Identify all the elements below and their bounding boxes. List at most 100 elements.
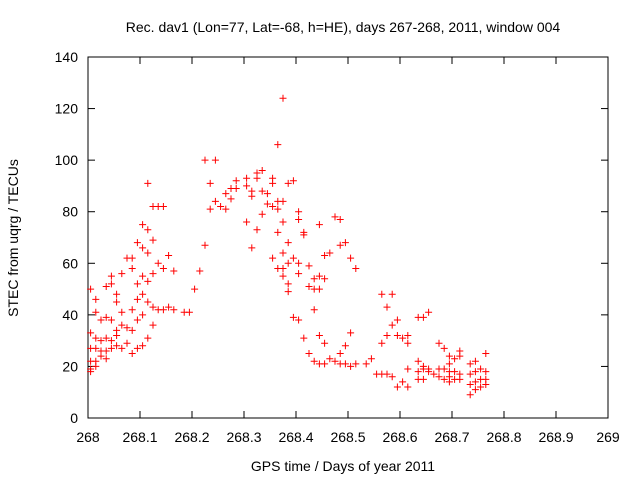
data-point (315, 221, 323, 229)
data-point (123, 339, 131, 347)
data-point (399, 378, 407, 386)
data-point (144, 298, 152, 306)
data-point (383, 303, 391, 311)
data-point (289, 254, 297, 262)
data-point (263, 190, 271, 198)
data-point (139, 290, 147, 298)
data-point (102, 334, 110, 342)
data-point (243, 174, 251, 182)
y-tick-label: 120 (55, 101, 79, 117)
data-point (118, 344, 126, 352)
y-tick-label: 100 (55, 152, 79, 168)
data-point (284, 239, 292, 247)
data-point (456, 375, 464, 383)
data-point (471, 378, 479, 386)
data-point (279, 264, 287, 272)
data-point (341, 342, 349, 350)
x-tick-label: 268.8 (486, 429, 521, 445)
data-point (331, 213, 339, 221)
data-point (295, 259, 303, 267)
data-point (445, 378, 453, 386)
x-tick-label: 268.6 (382, 429, 417, 445)
data-point (471, 386, 479, 394)
data-point (232, 177, 240, 185)
data-point (144, 334, 152, 342)
data-point (97, 352, 105, 360)
data-point (201, 241, 209, 249)
data-point (87, 285, 95, 293)
data-point (336, 215, 344, 223)
data-point (279, 94, 287, 102)
x-tick-label: 268.5 (330, 429, 365, 445)
data-point (414, 357, 422, 365)
data-point (315, 272, 323, 280)
data-point (378, 339, 386, 347)
data-point (430, 370, 438, 378)
data-point (284, 179, 292, 187)
data-point (133, 239, 141, 247)
data-point (393, 331, 401, 339)
data-point (118, 270, 126, 278)
data-series (87, 94, 490, 399)
data-point (279, 272, 287, 280)
data-point (378, 290, 386, 298)
data-point (113, 342, 121, 350)
x-axis: 268 268.1 268.2 268.3 268.4 268.5 268.6 268.7 26… (76, 57, 620, 445)
data-point (170, 267, 178, 275)
data-point (336, 241, 344, 249)
data-point (128, 264, 136, 272)
data-point (133, 280, 141, 288)
y-tick-label: 40 (62, 307, 78, 323)
data-point (274, 205, 282, 213)
data-point (279, 197, 287, 205)
data-point (404, 365, 412, 373)
data-point (263, 200, 271, 208)
data-point (211, 197, 219, 205)
data-point (92, 362, 100, 370)
data-point (305, 282, 313, 290)
data-point (102, 282, 110, 290)
data-point (133, 344, 141, 352)
data-point (201, 156, 209, 164)
data-point (295, 316, 303, 324)
data-point (102, 355, 110, 363)
data-point (159, 306, 167, 314)
data-point (393, 383, 401, 391)
data-point (165, 303, 173, 311)
data-point (451, 355, 459, 363)
data-point (321, 275, 329, 283)
data-point (154, 259, 162, 267)
data-point (388, 373, 396, 381)
data-point (300, 334, 308, 342)
y-tick-label: 60 (62, 255, 78, 271)
data-point (466, 391, 474, 399)
data-point (414, 368, 422, 376)
x-tick-label: 268.4 (278, 429, 313, 445)
data-point (87, 368, 95, 376)
data-point (196, 267, 204, 275)
data-point (383, 370, 391, 378)
data-point (107, 344, 115, 352)
data-point (336, 350, 344, 358)
data-point (300, 231, 308, 239)
chart-title: Rec. dav1 (Lon=77, Lat=-68, h=HE), days … (126, 19, 561, 35)
data-point (279, 218, 287, 226)
data-point (425, 368, 433, 376)
data-point (248, 192, 256, 200)
data-point (352, 264, 360, 272)
data-point (404, 331, 412, 339)
data-point (87, 329, 95, 337)
data-point (471, 357, 479, 365)
data-point (133, 295, 141, 303)
data-point (284, 259, 292, 267)
data-point (258, 187, 266, 195)
data-point (466, 360, 474, 368)
data-point (149, 236, 157, 244)
data-point (107, 280, 115, 288)
data-point (144, 249, 152, 257)
data-point (445, 352, 453, 360)
data-point (222, 205, 230, 213)
data-point (419, 313, 427, 321)
data-point (310, 357, 318, 365)
data-point (113, 290, 121, 298)
